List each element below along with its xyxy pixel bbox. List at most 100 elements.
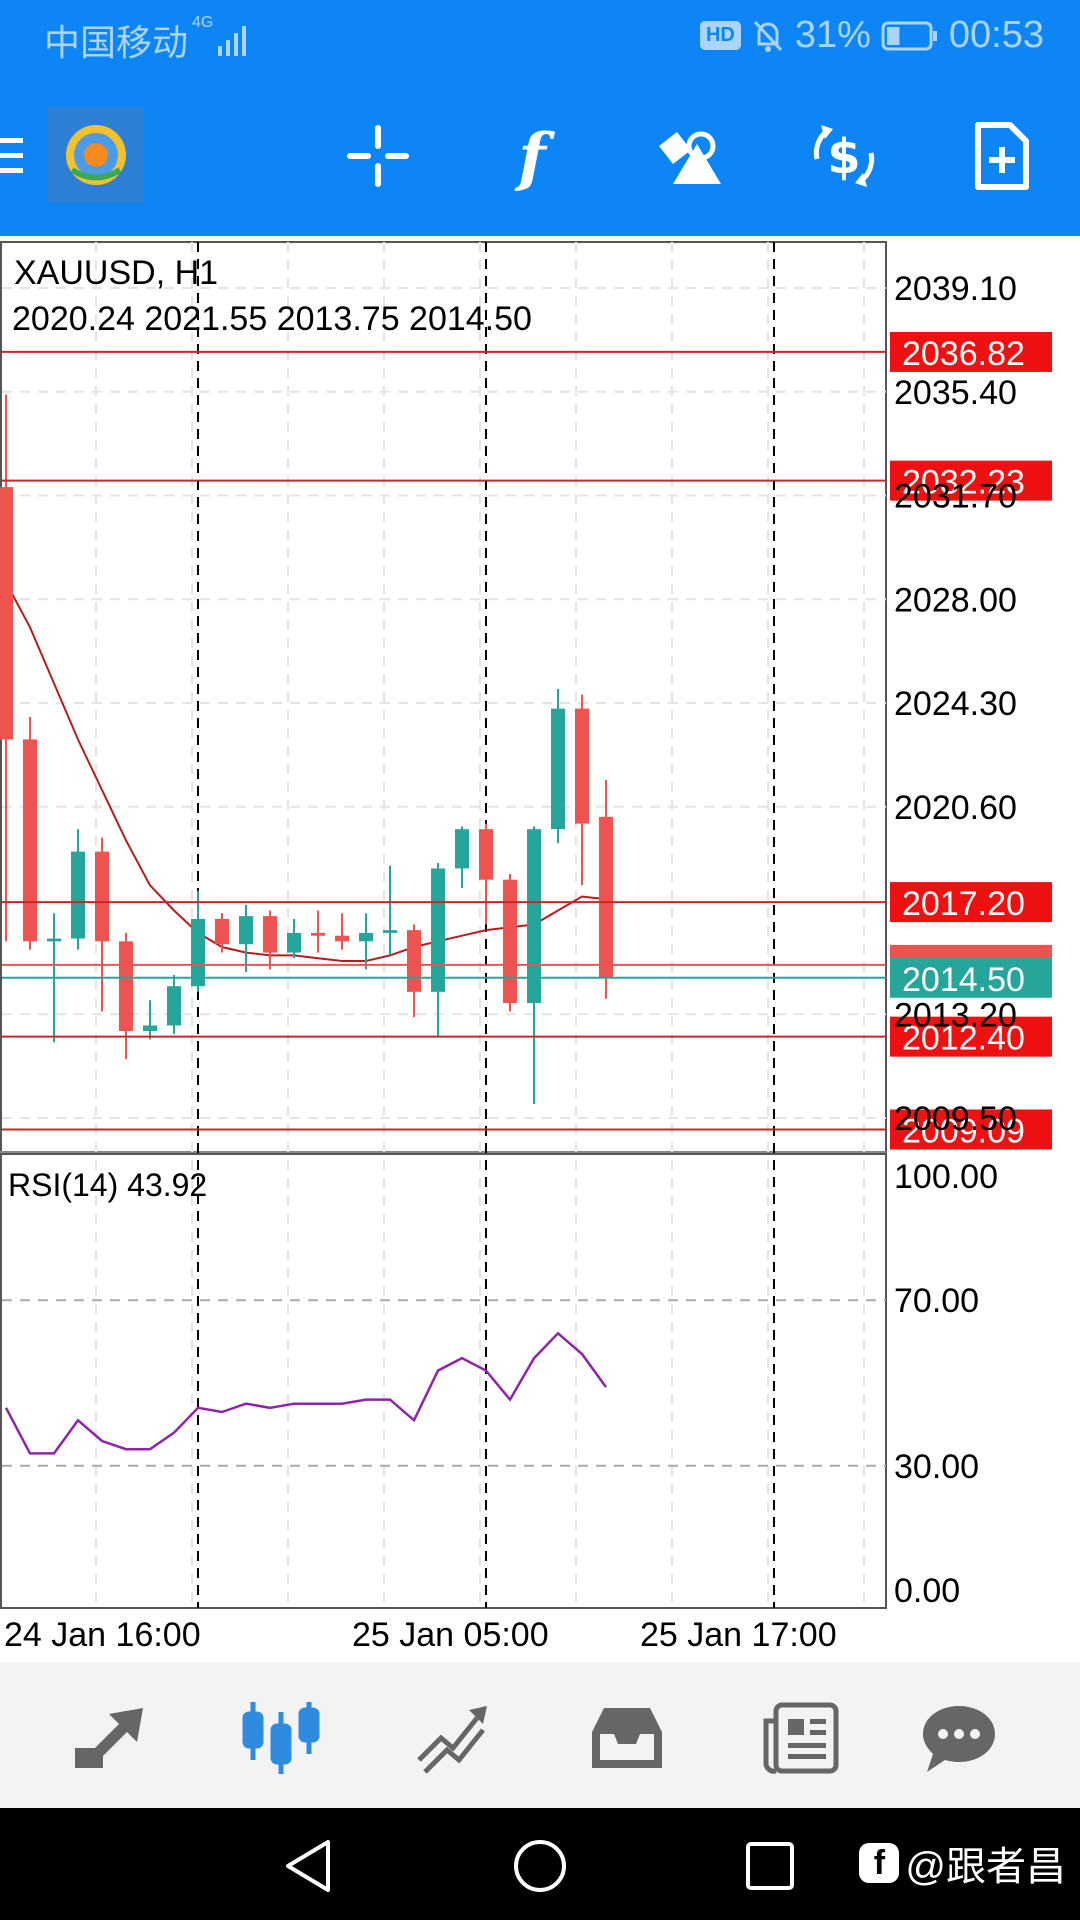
crosshair-button[interactable] [338, 116, 418, 196]
nav-chart[interactable] [236, 1698, 326, 1778]
candle [599, 780, 613, 999]
price-axis-label: 2035.40 [894, 374, 1017, 412]
carrier-name: 中国移动 [44, 22, 189, 63]
app-logo-icon [66, 125, 126, 185]
candle [407, 924, 421, 1018]
nav-news[interactable] [756, 1698, 846, 1778]
back-icon[interactable] [280, 1836, 340, 1896]
candle [23, 717, 37, 950]
candle-body [551, 708, 565, 830]
candle [311, 910, 325, 953]
battery-percent: 31% [794, 14, 871, 56]
system-navigation-bar [0, 1808, 1080, 1920]
svg-text:$: $ [827, 129, 860, 185]
candle-body [263, 916, 277, 953]
candle-body [119, 941, 133, 1032]
candle [383, 865, 397, 956]
main-pane-frame [0, 241, 887, 1153]
candle [0, 394, 13, 942]
candle-body [455, 829, 469, 869]
current-price-label: 2014.50 [902, 961, 1025, 999]
price-axis-label: 2020.60 [894, 789, 1017, 827]
candle [503, 874, 517, 1012]
carrier: 中国移动 4G [44, 14, 247, 66]
nav-quotes[interactable] [64, 1698, 154, 1778]
price-axis-label: 2028.00 [894, 581, 1017, 619]
candle-body [95, 851, 109, 942]
candle [71, 829, 85, 950]
bottom-nav [0, 1662, 1080, 1808]
candle [455, 826, 469, 889]
candle-body [23, 739, 37, 942]
price-axis-label: 2009.50 [894, 1100, 1017, 1138]
candle-body [287, 932, 301, 953]
candle-body [0, 487, 13, 740]
candle [263, 910, 277, 970]
candle [335, 913, 349, 950]
network-type: 4G [192, 14, 214, 31]
nav-history[interactable] [582, 1698, 672, 1778]
price-axis-label: 2039.10 [894, 270, 1017, 308]
toolbar: f $ [0, 76, 1080, 236]
chart-area[interactable]: 2036.82 2032.23 2017.20 2012.40 2009.09 2014.… [0, 238, 1080, 1660]
price-level-label: 2036.82 [902, 335, 1025, 373]
hd-badge: HD [699, 21, 741, 50]
battery-icon [881, 21, 937, 50]
candle [95, 837, 109, 1012]
new-order-button[interactable] [962, 116, 1042, 196]
price-axis-label: 2031.70 [894, 478, 1017, 516]
candle-body [359, 932, 373, 942]
price-axis-label: 2013.20 [894, 996, 1017, 1034]
chart-symbol: XAUUSD, H1 [14, 254, 218, 292]
signal-icon [218, 26, 247, 56]
time-axis-label: 24 Jan 16:00 [4, 1616, 201, 1654]
watermark-logo: f [859, 1843, 900, 1883]
recents-icon[interactable] [740, 1836, 800, 1896]
home-icon[interactable] [510, 1836, 570, 1896]
candle-body [383, 930, 397, 933]
candle [551, 688, 565, 844]
candle-body [503, 879, 517, 1004]
candle [479, 823, 493, 925]
candle-body [431, 868, 445, 992]
candle [143, 1000, 157, 1040]
candle [239, 904, 253, 973]
candle [575, 694, 589, 886]
mute-bell-icon [753, 20, 782, 52]
rsi-axis-label: 70.00 [894, 1282, 979, 1320]
menu-button[interactable] [0, 116, 38, 196]
nav-trade[interactable] [408, 1698, 498, 1778]
candle-body [527, 829, 541, 1004]
candle-body [335, 935, 349, 942]
candle [119, 932, 133, 1060]
indicators-button[interactable]: f [492, 116, 572, 196]
price-level-label-bg [890, 460, 1052, 501]
status-right: HD 31% 00:53 [699, 14, 1044, 57]
trade-button[interactable]: $ [804, 116, 884, 196]
objects-button[interactable] [650, 116, 730, 196]
price-level-label-bg [890, 882, 1052, 923]
rsi-axis-label: 100.00 [894, 1158, 998, 1196]
price-axis-label: 2024.30 [894, 685, 1017, 723]
price-chart[interactable]: 2036.82 2032.23 2017.20 2012.40 2009.09 2014.… [0, 238, 1080, 1660]
candle-body [479, 829, 493, 880]
price-level-label-bg [890, 331, 1052, 372]
nav-chat[interactable] [914, 1698, 1004, 1778]
price-level-label: 2009.09 [902, 1112, 1025, 1150]
clock: 00:53 [948, 14, 1044, 56]
chat-icon [923, 1706, 995, 1772]
candle [191, 890, 205, 992]
candle-body [47, 938, 61, 942]
candle-body [575, 708, 589, 824]
news-icon [763, 1702, 839, 1774]
candle-body [143, 1025, 157, 1032]
candle-body [239, 916, 253, 945]
menu-icon [0, 138, 23, 173]
app-logo[interactable] [48, 107, 144, 203]
candle-body [167, 986, 181, 1026]
rsi-label: RSI(14) 43.92 [8, 1167, 207, 1203]
candle [287, 918, 301, 959]
history-icon [592, 1708, 662, 1768]
crosshair-icon [347, 125, 409, 187]
time-axis-label: 25 Jan 05:00 [352, 1616, 549, 1654]
